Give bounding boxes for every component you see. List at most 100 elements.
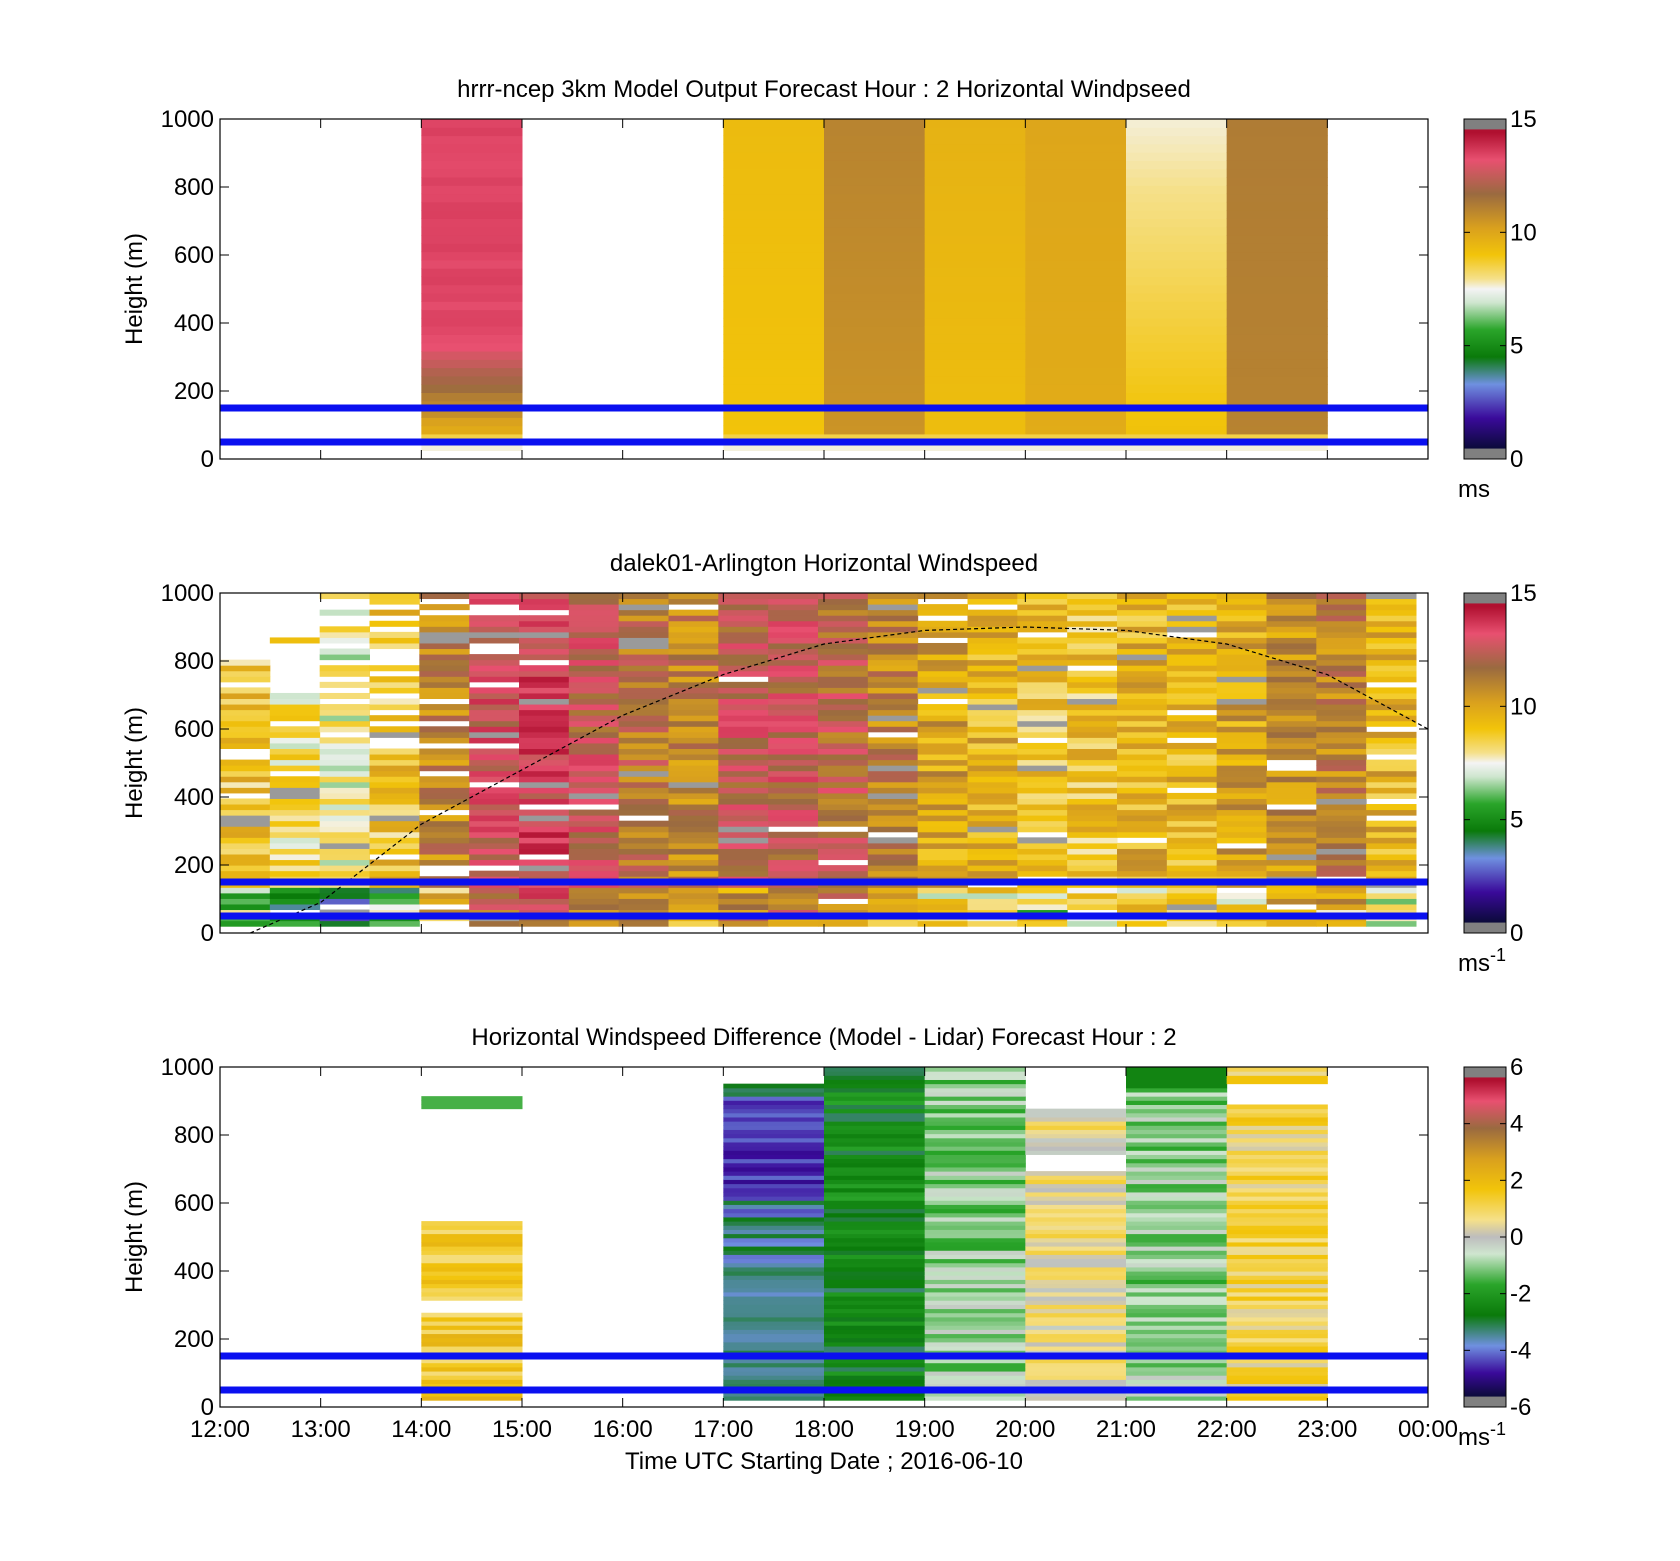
heatmap-cell <box>917 892 968 899</box>
heatmap-cell <box>469 831 520 838</box>
heatmap-cell <box>1126 1383 1228 1389</box>
heatmap-cell <box>419 898 470 905</box>
heatmap-cell <box>718 631 769 638</box>
heatmap-cell <box>220 826 271 833</box>
heatmap-cell <box>824 1087 926 1093</box>
heatmap-cell <box>618 787 669 794</box>
y-tick-label: 200 <box>174 378 214 405</box>
heatmap-cell <box>1226 143 1328 153</box>
heatmap-cell <box>924 276 1026 286</box>
heatmap-cell <box>1017 842 1068 849</box>
heatmap-cell <box>1117 903 1168 911</box>
heatmap-cell <box>419 715 470 722</box>
heatmap-cell <box>618 593 669 600</box>
heatmap-cell <box>1366 670 1417 677</box>
heatmap-cell <box>1126 409 1228 418</box>
heatmap-cell <box>1216 615 1267 622</box>
heatmap-cell <box>723 1175 825 1180</box>
heatmap-cell <box>1166 692 1218 700</box>
colorbar-tick-label: 0 <box>1510 920 1523 947</box>
heatmap-cell <box>1117 854 1168 861</box>
heatmap-cell <box>723 1083 825 1089</box>
heatmap-cell <box>768 642 819 650</box>
heatmap-cell <box>269 826 321 833</box>
heatmap-cell <box>421 342 523 352</box>
heatmap-cell <box>723 317 825 327</box>
heatmap-cell <box>1025 1321 1127 1326</box>
heatmap-cell <box>824 1341 926 1347</box>
heatmap-cell <box>1366 620 1417 627</box>
heatmap-cell <box>1025 1137 1127 1143</box>
heatmap-cell <box>1216 759 1267 766</box>
heatmap-cell <box>924 1191 1026 1197</box>
heatmap-cell <box>718 742 769 749</box>
heatmap-cell <box>723 1137 825 1143</box>
heatmap-cell <box>419 676 470 683</box>
heatmap-cell <box>1316 798 1367 805</box>
heatmap-cell <box>824 1212 926 1218</box>
heatmap-cell <box>824 1179 926 1185</box>
y-tick-label: 200 <box>174 1326 214 1353</box>
heatmap-cell <box>1226 1346 1328 1351</box>
heatmap-cell <box>723 1196 825 1201</box>
heatmap-cell <box>824 1137 926 1143</box>
heatmap-cell <box>824 1162 926 1168</box>
heatmap-cell <box>469 820 520 827</box>
heatmap-cell <box>1226 433 1328 443</box>
heatmap-cell <box>917 670 968 677</box>
heatmap-cell <box>824 1108 926 1114</box>
heatmap-cell <box>917 665 968 672</box>
heatmap-cell <box>917 865 968 872</box>
heatmap-cell <box>824 1371 926 1376</box>
heatmap-cell <box>469 676 520 683</box>
heatmap-cell <box>419 615 470 622</box>
heatmap-cell <box>519 754 570 761</box>
heatmap-cell <box>220 759 271 766</box>
heatmap-cell <box>824 218 926 228</box>
heatmap-cell <box>1166 759 1218 766</box>
heatmap-cell <box>718 787 769 794</box>
heatmap-cell <box>1126 375 1228 385</box>
heatmap-cell <box>1266 737 1317 744</box>
heatmap-cell <box>924 1183 1026 1189</box>
heatmap-cell <box>1226 152 1328 161</box>
heatmap-cell <box>319 898 370 905</box>
heatmap-cell <box>421 1296 523 1301</box>
heatmap-cell <box>924 127 1026 137</box>
heatmap-cell <box>824 317 926 327</box>
heatmap-cell <box>369 609 420 616</box>
heatmap-cell <box>824 1121 926 1126</box>
heatmap-cell <box>421 1100 523 1105</box>
heatmap-cell <box>519 654 570 661</box>
heatmap-cell <box>1226 1171 1328 1176</box>
heatmap-cell <box>1067 765 1118 772</box>
heatmap-cell <box>967 698 1018 705</box>
heatmap-cell <box>469 892 520 899</box>
heatmap-cell <box>1226 425 1328 435</box>
heatmap-cell <box>824 1329 926 1335</box>
heatmap-cell <box>967 776 1018 783</box>
heatmap-cell <box>668 815 719 822</box>
heatmap-cell <box>768 726 819 733</box>
heatmap-cell <box>924 293 1026 302</box>
heatmap-cell <box>824 417 926 427</box>
heatmap-cell <box>1366 720 1417 727</box>
heatmap-cell <box>1366 593 1417 600</box>
colorbar-tick-label: 10 <box>1510 693 1537 720</box>
heatmap-cell <box>421 1312 523 1318</box>
heatmap-cell <box>1366 759 1417 766</box>
heatmap-cell <box>421 1391 523 1397</box>
heatmap-cell <box>1067 792 1118 799</box>
heatmap-cell <box>421 1375 523 1380</box>
heatmap-cell <box>967 648 1018 655</box>
heatmap-cell <box>421 1225 523 1230</box>
heatmap-cell <box>618 615 669 622</box>
heatmap-cell <box>1266 620 1317 627</box>
heatmap-cell <box>1216 659 1267 666</box>
heatmap-cell <box>818 831 869 838</box>
heatmap-cell <box>818 720 869 727</box>
colorbar-tick-label: 5 <box>1510 333 1523 360</box>
heatmap-cell <box>867 659 919 666</box>
heatmap-cell <box>618 709 669 716</box>
heatmap-cell <box>269 742 321 749</box>
